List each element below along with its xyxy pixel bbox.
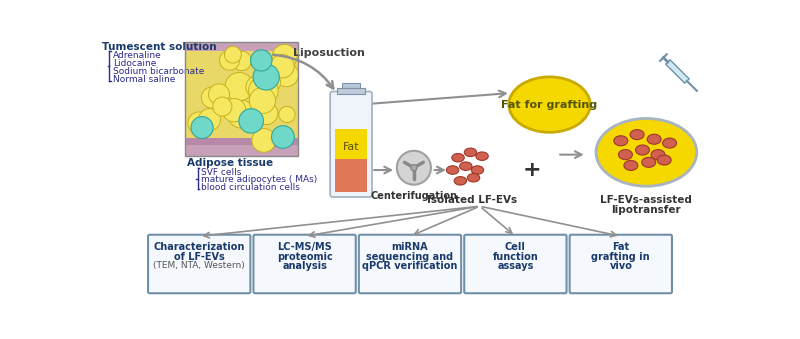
- Text: Fat for grafting: Fat for grafting: [502, 100, 598, 109]
- Circle shape: [270, 55, 294, 78]
- Text: vivo: vivo: [610, 261, 632, 271]
- Circle shape: [279, 106, 295, 123]
- Ellipse shape: [614, 136, 628, 146]
- Circle shape: [239, 109, 263, 133]
- FancyBboxPatch shape: [330, 92, 372, 197]
- Text: Normal saline: Normal saline: [113, 75, 175, 83]
- Bar: [186, 138, 298, 145]
- Circle shape: [410, 165, 417, 171]
- Ellipse shape: [647, 134, 661, 144]
- Ellipse shape: [658, 155, 671, 165]
- Text: Cell: Cell: [505, 242, 526, 253]
- Circle shape: [256, 70, 281, 94]
- Bar: [186, 42, 298, 52]
- Circle shape: [271, 62, 294, 84]
- Text: sequencing and: sequencing and: [366, 252, 454, 262]
- Ellipse shape: [476, 152, 488, 160]
- Bar: [342, 83, 361, 88]
- Text: SVF cells: SVF cells: [201, 168, 241, 177]
- Text: proteomic: proteomic: [277, 252, 333, 262]
- Circle shape: [232, 51, 251, 71]
- Ellipse shape: [467, 174, 480, 182]
- Text: Sodium bicarbonate: Sodium bicarbonate: [113, 67, 205, 76]
- Ellipse shape: [471, 166, 484, 174]
- Text: Fat: Fat: [342, 142, 359, 152]
- Bar: [335, 129, 367, 164]
- Circle shape: [198, 108, 221, 131]
- Circle shape: [397, 151, 431, 185]
- Ellipse shape: [509, 77, 590, 132]
- Circle shape: [253, 64, 279, 90]
- Bar: [186, 145, 298, 156]
- Circle shape: [246, 76, 269, 98]
- Circle shape: [272, 44, 297, 69]
- Circle shape: [225, 73, 254, 101]
- Text: grafting in: grafting in: [591, 252, 650, 262]
- Bar: [186, 42, 298, 156]
- Ellipse shape: [635, 145, 650, 155]
- Circle shape: [188, 112, 210, 134]
- Circle shape: [219, 51, 239, 70]
- Circle shape: [250, 50, 272, 71]
- Circle shape: [250, 87, 275, 114]
- Text: lipotransfer: lipotransfer: [611, 205, 681, 215]
- FancyBboxPatch shape: [359, 235, 461, 293]
- Circle shape: [274, 63, 298, 87]
- Text: LC-MS/MS: LC-MS/MS: [278, 242, 332, 253]
- Text: blood circulation cells: blood circulation cells: [201, 183, 300, 192]
- Ellipse shape: [464, 148, 477, 157]
- Bar: [337, 88, 365, 94]
- Ellipse shape: [630, 129, 644, 140]
- Circle shape: [209, 84, 230, 105]
- Ellipse shape: [618, 149, 633, 160]
- Text: Centerifugation: Centerifugation: [370, 191, 458, 201]
- Ellipse shape: [452, 154, 464, 162]
- Text: Isolated LF-EVs: Isolated LF-EVs: [427, 195, 517, 205]
- Text: Adipose tissue: Adipose tissue: [187, 158, 273, 168]
- FancyBboxPatch shape: [464, 235, 566, 293]
- Circle shape: [225, 46, 242, 63]
- Text: function: function: [493, 252, 538, 262]
- Circle shape: [252, 128, 276, 152]
- Text: miRNA: miRNA: [392, 242, 428, 253]
- Ellipse shape: [624, 160, 638, 171]
- Circle shape: [255, 102, 278, 124]
- FancyBboxPatch shape: [148, 235, 250, 293]
- Circle shape: [213, 97, 232, 116]
- FancyBboxPatch shape: [254, 235, 356, 293]
- Circle shape: [191, 117, 213, 139]
- Circle shape: [202, 87, 222, 108]
- Text: Liposuction: Liposuction: [293, 48, 365, 58]
- Text: LF-EVs-assisted: LF-EVs-assisted: [601, 195, 692, 205]
- Circle shape: [227, 100, 255, 128]
- Ellipse shape: [662, 138, 677, 148]
- Text: of LF-EVs: of LF-EVs: [174, 252, 225, 262]
- FancyBboxPatch shape: [570, 235, 672, 293]
- Text: assays: assays: [498, 261, 534, 271]
- Text: (TEM, NTA, Western): (TEM, NTA, Western): [154, 261, 245, 270]
- Bar: [186, 42, 298, 156]
- Text: Tumescent solution: Tumescent solution: [102, 42, 216, 52]
- Text: analysis: analysis: [282, 261, 327, 271]
- Ellipse shape: [446, 166, 459, 174]
- Ellipse shape: [596, 118, 697, 186]
- Circle shape: [271, 126, 294, 148]
- Text: Adrenaline: Adrenaline: [113, 52, 162, 60]
- Ellipse shape: [459, 162, 472, 171]
- Ellipse shape: [642, 157, 656, 167]
- Text: Characterization: Characterization: [154, 242, 245, 253]
- Text: Lidocaine: Lidocaine: [113, 59, 157, 68]
- Circle shape: [222, 99, 246, 122]
- Text: Fat: Fat: [612, 242, 630, 253]
- Text: qPCR verification: qPCR verification: [362, 261, 458, 271]
- Ellipse shape: [454, 177, 466, 185]
- Text: mature adipocytes ( MAs): mature adipocytes ( MAs): [201, 175, 317, 184]
- Circle shape: [249, 76, 278, 105]
- Ellipse shape: [651, 149, 665, 160]
- Bar: [335, 159, 367, 192]
- Polygon shape: [666, 60, 689, 83]
- Text: +: +: [522, 160, 541, 180]
